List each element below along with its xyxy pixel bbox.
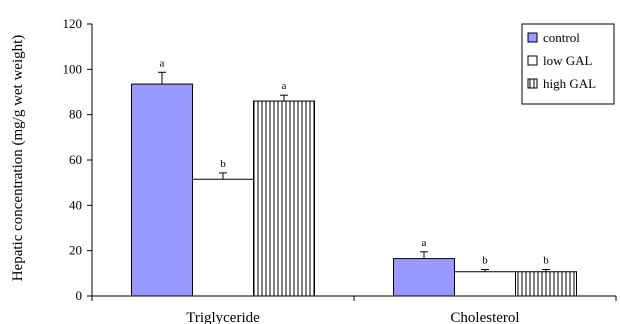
x-category-label: Triglyceride (186, 310, 260, 324)
significance-label: b (482, 254, 488, 266)
significance-label: b (220, 158, 226, 170)
bar (253, 100, 315, 297)
legend-label: control (543, 30, 580, 45)
bar (454, 271, 516, 297)
y-tick-label: 100 (63, 61, 83, 76)
y-tick-label: 80 (69, 107, 82, 122)
y-axis-title: Hepatic concentration (mg/g wet weight) (10, 35, 26, 282)
significance-label: a (160, 57, 165, 69)
y-tick-label: 120 (63, 16, 83, 31)
y-tick-label: 20 (69, 243, 82, 258)
legend-swatch (527, 78, 538, 89)
legend-swatch (527, 55, 538, 66)
bar (131, 83, 193, 297)
bar (192, 178, 254, 297)
legend-swatch (527, 32, 538, 43)
y-tick-label: 40 (69, 197, 82, 212)
significance-label: a (282, 80, 287, 92)
legend-label: high GAL (543, 76, 596, 91)
y-tick-label: 60 (69, 152, 82, 167)
significance-label: b (543, 254, 549, 266)
bar (393, 258, 455, 297)
legend-label: low GAL (543, 53, 593, 68)
significance-label: a (422, 237, 427, 249)
x-category-label: Cholesterol (450, 310, 519, 324)
y-tick-label: 0 (76, 288, 83, 303)
bar (515, 271, 577, 297)
